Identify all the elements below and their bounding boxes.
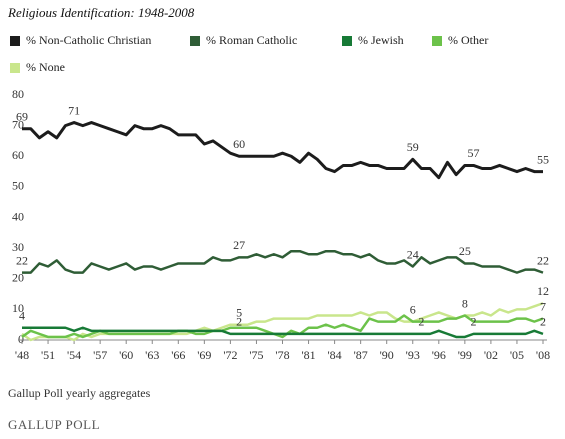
x-tick-label: '84 [328,348,342,362]
legend-label: % Jewish [358,33,404,47]
x-tick-label: '93 [406,348,420,362]
x-tick-label: '87 [354,348,368,362]
x-tick-label: '81 [301,348,315,362]
data-label: 22 [16,253,28,267]
x-tick-label: '08 [536,348,550,362]
data-label: 22 [537,253,549,267]
x-tick-label: '54 [67,348,81,362]
x-tick-label: '69 [197,348,211,362]
x-tick-label: '51 [41,348,55,362]
legend-swatch [190,36,200,46]
data-label: 27 [233,238,245,252]
data-label: 6 [410,302,416,316]
data-label: 5 [236,305,242,319]
x-tick-label: '96 [432,348,446,362]
series-line [22,249,544,274]
legend-label: % Non-Catholic Christian [26,33,151,47]
x-tick-label: '90 [380,348,394,362]
y-tick-label: 60 [12,148,24,162]
legend-swatch [10,63,20,73]
data-label: 2 [471,315,477,329]
data-label: 57 [468,146,480,160]
x-tick-label: '05 [510,348,524,362]
x-tick-label: '66 [171,348,185,362]
y-tick-label: 50 [12,179,24,193]
legend-label: % Roman Catholic [206,33,297,47]
legend-swatch [10,36,20,46]
data-label: 71 [68,103,80,117]
x-tick-label: '60 [119,348,133,362]
x-tick-label: '75 [249,348,263,362]
data-label: 8 [462,296,468,310]
data-label: 55 [537,152,549,166]
logo: GALLUP POLL [8,417,100,432]
y-tick-label: 80 [12,87,24,101]
data-label: 2 [236,315,242,329]
data-label: 4 [19,309,25,323]
data-label: 59 [407,140,419,154]
x-tick-label: '02 [484,348,498,362]
y-tick-label: 70 [12,117,24,131]
y-tick-label: 30 [12,240,24,254]
chart-title: Religious Identification: 1948-2008 [7,5,195,20]
series-line [22,121,543,180]
data-label: 69 [16,109,28,123]
y-tick-label: 0 [18,332,24,346]
x-tick-label: '72 [223,348,237,362]
data-label: 60 [233,137,245,151]
x-tick-label: '78 [275,348,289,362]
y-tick-label: 10 [12,301,24,315]
y-tick-label: 40 [12,209,24,223]
legend-label: % Other [448,33,488,47]
x-tick-label: '57 [93,348,107,362]
data-label: 2 [540,315,546,329]
data-label: 25 [459,244,471,258]
data-label: 12 [537,284,549,298]
series-line [21,314,544,339]
data-label: 2 [418,315,424,329]
footnote: Gallup Poll yearly aggregates [8,386,151,400]
data-label: 7 [540,299,546,313]
data-label: 24 [407,247,419,261]
legend-swatch [432,36,442,46]
legend-swatch [342,36,352,46]
x-tick-label: '48 [15,348,29,362]
x-tick-label: '99 [458,348,472,362]
y-tick-label: 20 [12,271,24,285]
legend-label: % None [26,60,65,74]
x-tick-label: '63 [145,348,159,362]
series-line [22,326,544,339]
